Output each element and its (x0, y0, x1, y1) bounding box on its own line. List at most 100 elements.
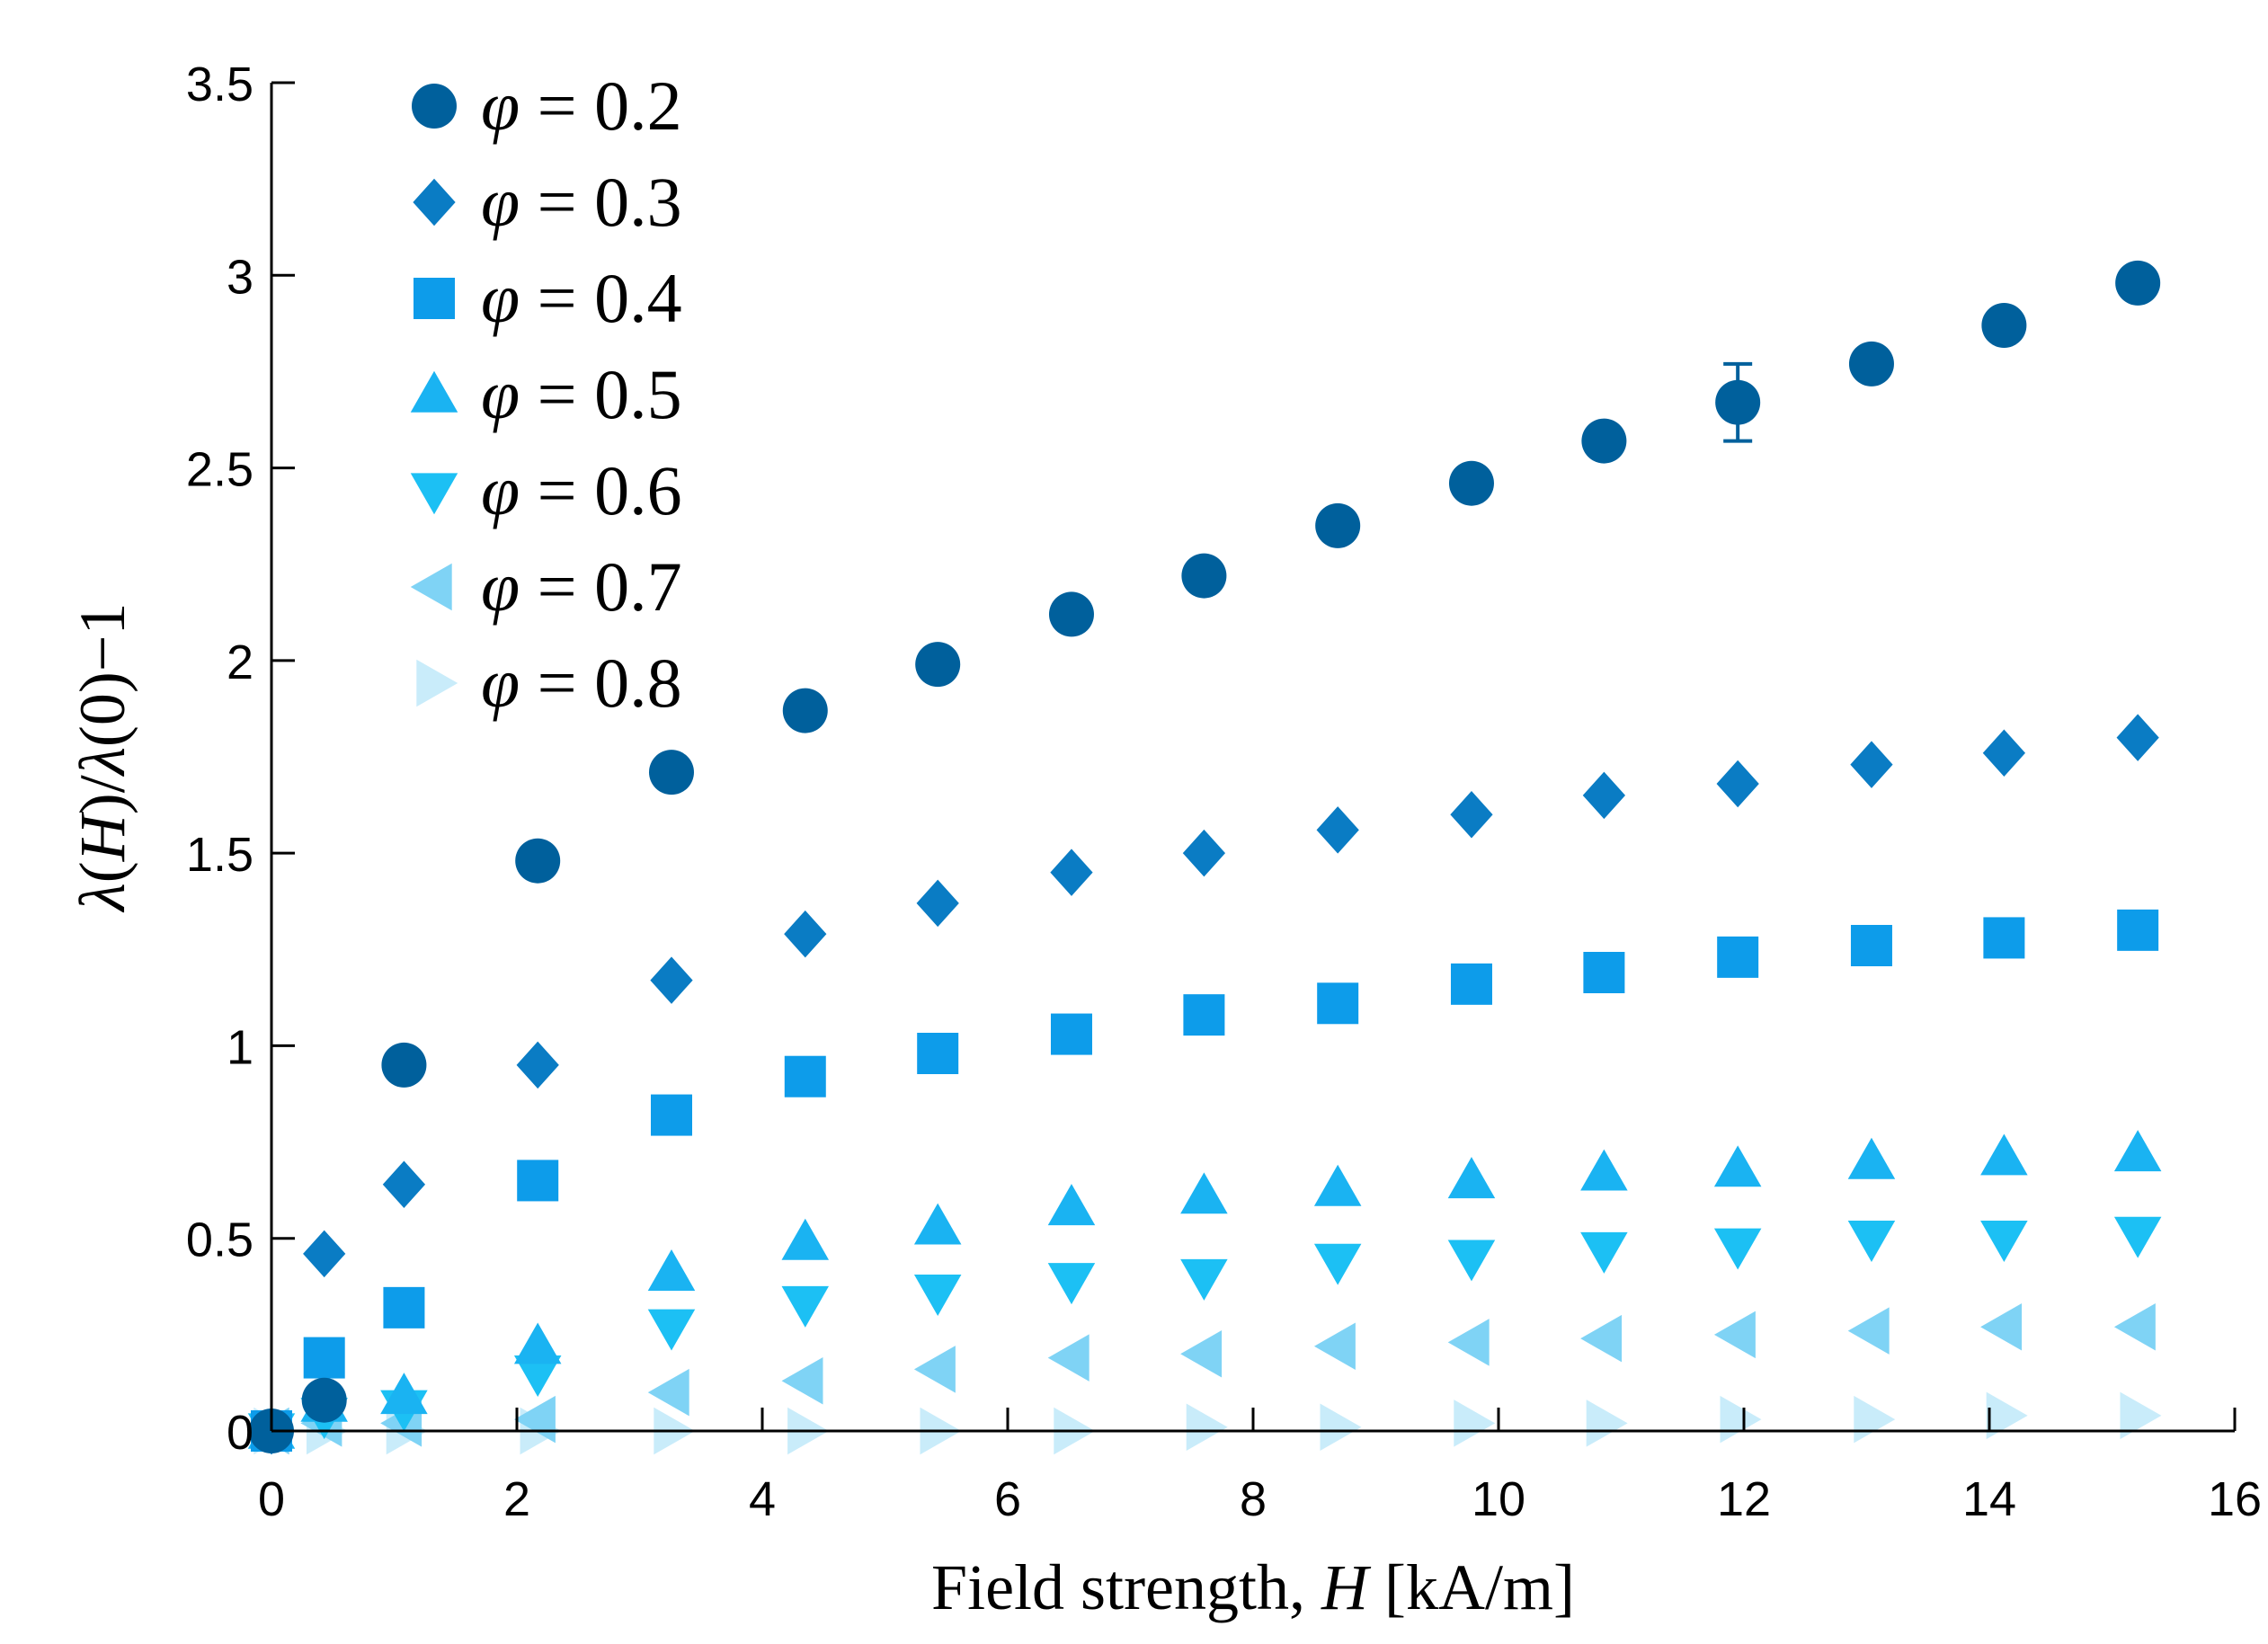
data-point (516, 1041, 559, 1089)
legend-label: φ = 0.7 (481, 547, 682, 626)
data-point (2117, 909, 2159, 951)
data-point (1713, 1311, 1756, 1359)
x-tick-label: 16 (2208, 1472, 2262, 1526)
data-point (1447, 1319, 1490, 1366)
y-tick-label: 3.5 (186, 58, 253, 111)
data-point (383, 1286, 425, 1329)
data-point (784, 910, 827, 958)
x-tick-label: 4 (749, 1472, 776, 1526)
data-point (1980, 1133, 2028, 1176)
series-phi-0.3 (250, 714, 2159, 1455)
y-tick-label: 1.5 (186, 828, 253, 882)
data-point (1981, 303, 2027, 348)
series-phi-0.4 (251, 909, 2159, 1452)
data-point (1582, 771, 1626, 820)
data-point (1447, 1240, 1496, 1282)
data-point (1717, 936, 1759, 978)
data-point (1047, 1263, 1096, 1305)
data-point (650, 956, 693, 1004)
data-point (913, 1346, 956, 1393)
data-point (381, 1042, 427, 1088)
data-point (515, 838, 561, 884)
data-point (1180, 1172, 1228, 1214)
data-point (2113, 1130, 2162, 1172)
data-point (1050, 849, 1093, 896)
data-point (517, 1160, 559, 1202)
x-tick-label: 12 (1717, 1472, 1771, 1526)
data-point (301, 1377, 347, 1423)
data-point (303, 1230, 346, 1278)
data-point (1047, 1184, 1096, 1226)
data-point (1454, 1400, 1496, 1447)
legend-marker (414, 278, 455, 319)
data-point (1315, 502, 1361, 548)
data-point (784, 1055, 826, 1097)
data-point (1313, 1322, 1356, 1370)
data-point (1313, 1164, 1362, 1206)
data-point (1980, 1221, 2028, 1262)
x-tick-label: 14 (1962, 1472, 2016, 1526)
data-point (1050, 1013, 1092, 1055)
data-point (1047, 1334, 1090, 1382)
x-tick-label: 8 (1240, 1472, 1267, 1526)
data-point (1313, 1243, 1362, 1285)
legend-marker (410, 563, 452, 611)
data-point (1986, 1391, 2028, 1440)
data-point (1450, 791, 1493, 839)
data-point (1850, 925, 1892, 966)
data-point (1447, 1157, 1496, 1199)
data-point (382, 1160, 426, 1208)
legend-marker (413, 178, 456, 227)
legend-marker (410, 370, 458, 413)
data-point (1847, 1307, 1890, 1355)
data-point (1854, 1395, 1896, 1444)
data-point (1316, 806, 1359, 854)
data-point (782, 688, 828, 733)
data-point (1186, 1403, 1228, 1451)
data-point (513, 1322, 562, 1364)
x-tick-label: 2 (503, 1472, 530, 1526)
data-point (1048, 591, 1094, 637)
data-point (650, 1094, 692, 1136)
x-tick-label: 0 (258, 1472, 285, 1526)
legend-label: φ = 0.6 (481, 451, 682, 529)
data-point (1713, 1145, 1762, 1187)
data-point (1713, 1228, 1762, 1270)
data-point (1183, 994, 1225, 1036)
x-ticks: 0 2 4 6 8 10 12 14 16 (258, 1408, 2262, 1526)
data-point (1317, 982, 1359, 1025)
data-point (915, 642, 961, 688)
data-point (1720, 1395, 1762, 1444)
legend-marker (416, 659, 458, 707)
legend-label: φ = 0.2 (481, 67, 682, 145)
data-point (1982, 729, 2026, 777)
y-tick-label: 2 (227, 635, 253, 689)
data-point (1320, 1403, 1362, 1451)
data-point (1983, 917, 2025, 959)
data-point (647, 1368, 689, 1417)
data-point (781, 1285, 830, 1328)
data-point (1847, 1221, 1896, 1262)
legend: φ = 0.2 φ = 0.3 φ = 0.4 φ = 0.5 φ = 0.6 φ = 0… (410, 67, 682, 722)
series-phi-0.2 (249, 260, 2161, 1453)
data-point (1581, 418, 1627, 464)
y-tick-label: 0.5 (186, 1213, 253, 1267)
y-tick-label: 0 (227, 1406, 253, 1460)
data-point (2116, 714, 2159, 761)
data-point (1182, 829, 1226, 877)
data-point (647, 1309, 696, 1351)
data-point (303, 1337, 345, 1379)
data-point (2113, 1303, 2156, 1351)
legend-label: φ = 0.3 (481, 163, 682, 241)
data-point (513, 1355, 562, 1397)
data-point (913, 1275, 962, 1316)
data-point (380, 1373, 428, 1415)
x-tick-label: 6 (994, 1472, 1021, 1526)
data-point (1847, 1137, 1896, 1179)
data-point (1586, 1400, 1628, 1447)
x-tick-label: 10 (1472, 1472, 1525, 1526)
plot-marks (247, 260, 2162, 1455)
y-tick-label: 2.5 (186, 443, 253, 497)
data-point (1980, 1303, 2023, 1351)
